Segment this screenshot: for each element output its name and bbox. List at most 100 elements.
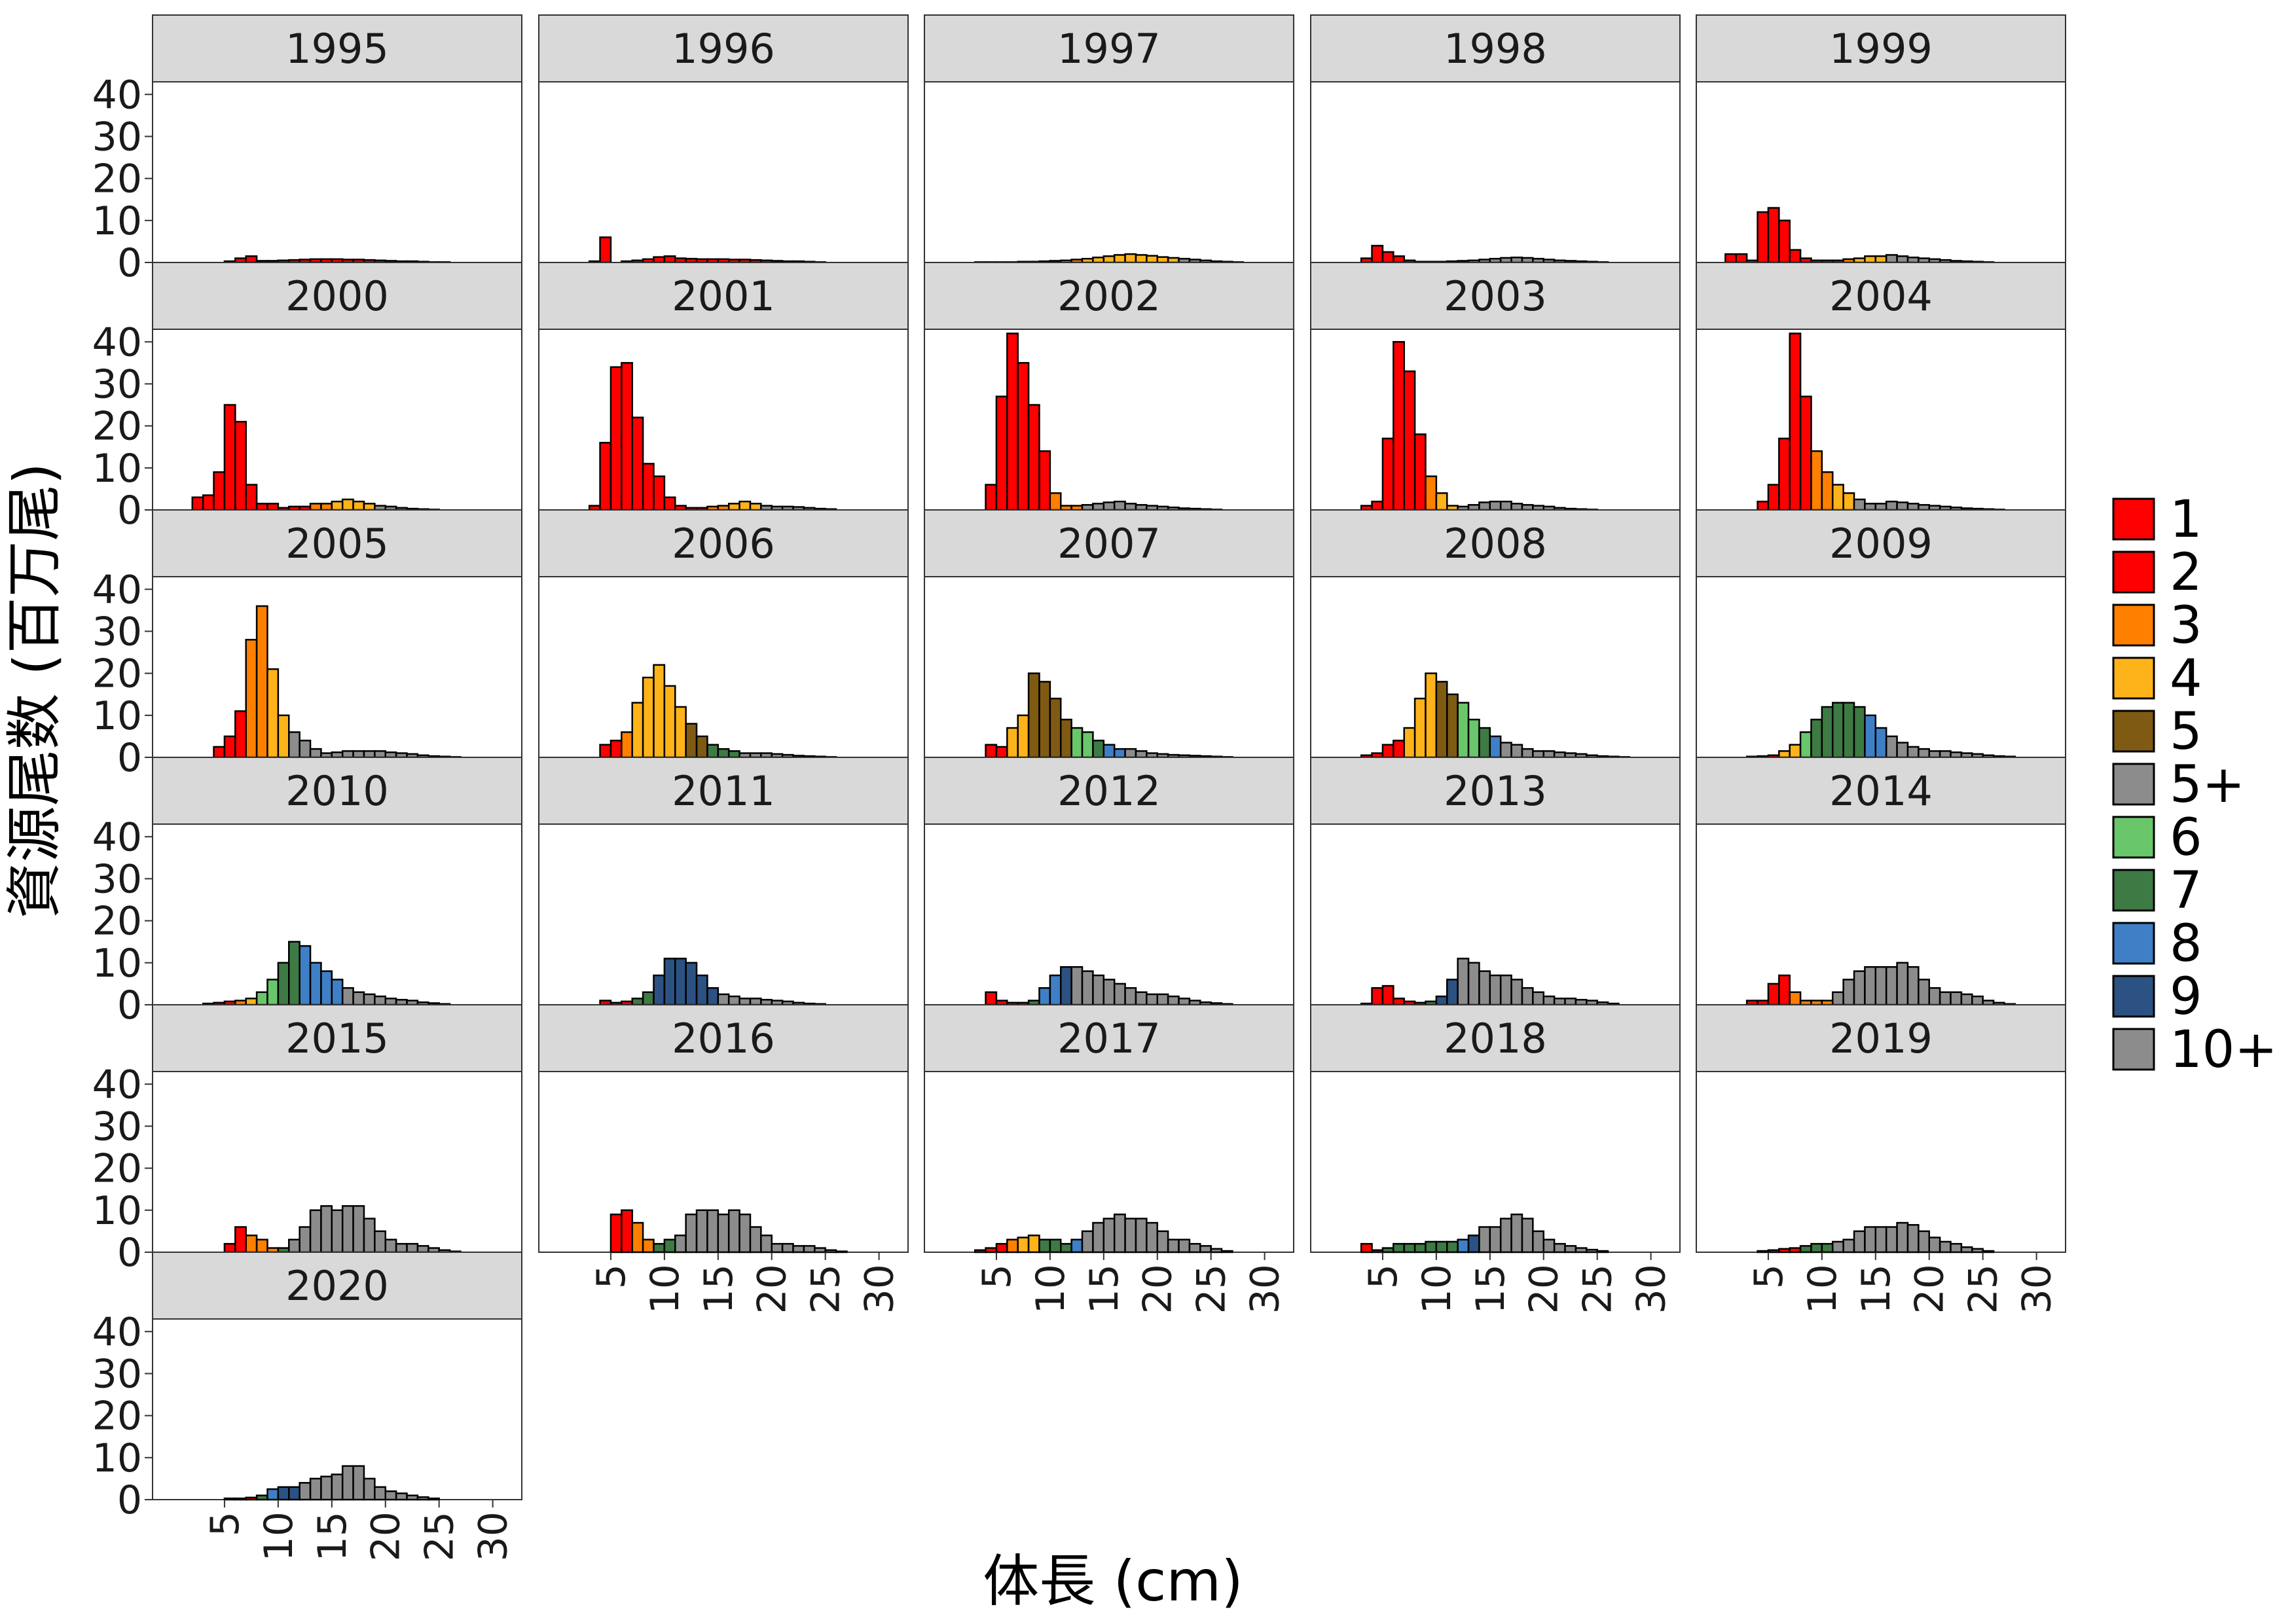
bar <box>363 1477 376 1501</box>
bar <box>727 503 740 511</box>
bar <box>1864 503 1877 511</box>
x-tick-label: 30 <box>857 1264 903 1314</box>
bar <box>352 500 365 511</box>
bar <box>1017 362 1030 511</box>
bar <box>395 999 408 1006</box>
bar <box>1092 257 1105 264</box>
bar <box>1038 987 1051 1006</box>
bar <box>1167 995 1180 1006</box>
bar <box>1124 748 1137 759</box>
bar <box>363 503 376 511</box>
plot-area <box>1696 81 2066 263</box>
bar <box>1489 735 1502 759</box>
facet-strip-label: 2006 <box>672 520 775 568</box>
y-tick-label: 40 <box>92 72 142 118</box>
bar <box>223 404 236 511</box>
bar <box>1832 1240 1844 1254</box>
bar <box>1467 718 1480 759</box>
bar <box>1446 979 1459 1006</box>
bar <box>309 1477 322 1501</box>
bar <box>985 744 998 759</box>
bar <box>406 1494 419 1501</box>
bar <box>202 494 215 511</box>
bar <box>1767 1249 1780 1254</box>
bar <box>1553 1242 1566 1254</box>
facet-strip <box>538 509 909 577</box>
bar <box>1435 681 1448 759</box>
bar <box>727 750 740 759</box>
bar <box>1393 1242 1405 1254</box>
bar-series <box>1745 702 2016 759</box>
bar <box>374 1486 386 1501</box>
y-tick-label: 10 <box>92 1188 142 1234</box>
facet-strip-label: 2015 <box>285 1015 389 1062</box>
bar <box>1017 714 1030 759</box>
bar <box>1081 1230 1094 1254</box>
legend-label: 7 <box>2170 861 2202 920</box>
bar <box>1874 1226 1887 1254</box>
legend-label: 6 <box>2170 808 2202 867</box>
bar-series <box>974 1213 1233 1254</box>
bar <box>663 496 676 511</box>
legend-label: 3 <box>2170 596 2202 655</box>
bar <box>760 1235 773 1254</box>
legend-item: 7 <box>2112 861 2202 920</box>
bar <box>416 1245 429 1254</box>
bar <box>1499 974 1512 1006</box>
facet-strip <box>1310 14 1681 82</box>
facet-strip-label: 2020 <box>285 1262 389 1310</box>
bar <box>1403 370 1416 511</box>
bar-series <box>610 1209 848 1254</box>
bar <box>1532 1230 1544 1254</box>
facet-panel: 2003 <box>1310 262 1681 511</box>
bar <box>1553 998 1566 1006</box>
bar <box>1853 970 1866 1006</box>
bar <box>1735 253 1748 264</box>
bar <box>1767 207 1780 264</box>
bar <box>1821 706 1834 759</box>
bar <box>1457 1238 1470 1254</box>
facet-strip-label: 2008 <box>1444 520 1547 568</box>
y-tick-label: 40 <box>92 1062 142 1108</box>
bar <box>234 420 247 511</box>
bar <box>1167 257 1180 264</box>
bar <box>1853 498 1866 511</box>
facet-strip <box>1310 757 1681 825</box>
bar <box>1113 748 1126 759</box>
bar <box>245 1496 258 1501</box>
bar <box>1542 1238 1556 1254</box>
bar-series <box>1757 1221 1995 1254</box>
bar <box>1521 748 1534 759</box>
facet-strip-label: 2000 <box>285 272 389 320</box>
bar-series <box>985 965 1233 1006</box>
bar <box>1156 993 1169 1006</box>
bar <box>1102 255 1116 264</box>
bar <box>255 1494 268 1501</box>
bar <box>1113 254 1126 264</box>
bar <box>1499 1218 1512 1254</box>
bar <box>1381 1247 1394 1254</box>
bar <box>1789 249 1802 264</box>
x-tick-label: 5 <box>589 1264 634 1289</box>
bar <box>1113 1213 1126 1254</box>
bar <box>320 503 333 511</box>
bar <box>1478 1226 1491 1254</box>
y-tick-label: 20 <box>92 899 142 945</box>
facet-strip-label: 1999 <box>1829 25 1933 73</box>
bar <box>1135 991 1148 1006</box>
bar <box>1832 702 1844 759</box>
bar <box>1918 1230 1930 1254</box>
bar <box>1864 965 1877 1006</box>
bar <box>1510 503 1523 511</box>
plot-area <box>152 81 522 263</box>
bar <box>374 1230 386 1254</box>
plot-area <box>538 576 909 758</box>
bar <box>695 974 708 1006</box>
bar-series <box>1724 207 1995 264</box>
bar <box>1446 1240 1459 1254</box>
bar <box>1124 503 1137 511</box>
facet-panel: 1996 <box>538 14 909 264</box>
bar <box>1092 740 1105 759</box>
bar <box>749 998 762 1006</box>
